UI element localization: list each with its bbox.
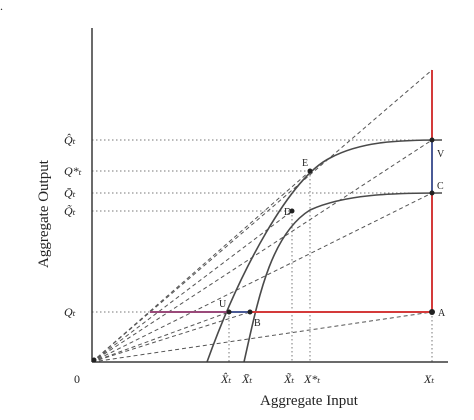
tick-x-hat: X̂ₜ (220, 372, 231, 386)
point-c (429, 190, 435, 196)
tick-x-bar: X̄ₜ (241, 372, 252, 386)
ray-to-v (91, 139, 433, 363)
dotted-guides (92, 139, 432, 362)
tick-q-bar: Q̄ₜ (64, 186, 76, 200)
tick-q-hat: Q̂ₜ (64, 133, 76, 147)
tick-x-star: X*ₜ (303, 372, 320, 386)
label-c: C (437, 181, 444, 192)
point-v (429, 137, 435, 143)
ray-to-c (91, 192, 433, 363)
tick-x-tilde: X̃ₜ (283, 372, 294, 386)
tick-q-star: Q*ₜ (64, 164, 82, 178)
label-a: A (438, 308, 446, 319)
label-d: D (284, 207, 291, 218)
x-tick-labels: X̂ₜ X̄ₜ X̃ₜ X*ₜ Xₜ (220, 372, 434, 386)
origin-label: 0 (74, 372, 80, 386)
y-tick-labels: Q̂ₜ Q*ₜ Q̄ₜ Q̃ₜ Qₜ (64, 133, 82, 319)
point-u (226, 309, 232, 315)
ray-to-e (91, 170, 311, 363)
label-b: B (254, 318, 261, 329)
axes (91, 28, 448, 363)
x-axis-title: Aggregate Input (260, 393, 359, 409)
points (91, 137, 435, 363)
corner-mark: . (0, 0, 3, 13)
point-a (429, 309, 435, 315)
colored-segments (150, 70, 433, 362)
label-e: E (302, 158, 308, 169)
point-b (247, 309, 253, 315)
upper-frontier-curve (206, 139, 443, 363)
origin-point (91, 357, 97, 363)
ray-to-u (91, 311, 230, 363)
label-u: U (219, 299, 227, 310)
ray-to-b (91, 311, 251, 363)
ray-to-a (91, 311, 433, 363)
tick-q-tilde: Q̃ₜ (64, 204, 76, 218)
label-v: V (437, 149, 445, 160)
dashed-rays (91, 69, 433, 363)
frontier-curves (206, 139, 443, 363)
point-d (289, 208, 295, 214)
y-axis-title: Aggregate Output (36, 159, 52, 268)
point-e (307, 168, 313, 174)
ray-steepest (91, 69, 433, 363)
tick-x-t: Xₜ (423, 372, 434, 386)
tick-q-t: Qₜ (64, 305, 76, 319)
point-labels: E D U B A C V (219, 149, 446, 329)
lower-frontier-curve (243, 192, 443, 363)
